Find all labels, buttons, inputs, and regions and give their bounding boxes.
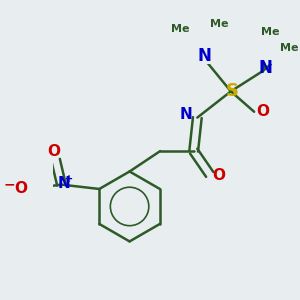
Text: +: + [65,174,74,184]
Text: O: O [14,182,27,196]
Text: Me: Me [171,24,189,34]
Text: O: O [48,144,61,159]
Text: Me: Me [210,19,228,29]
Text: −: − [3,178,15,192]
Text: S: S [226,82,239,100]
Text: N: N [58,176,71,190]
Text: O: O [256,104,269,119]
Text: O: O [212,168,225,183]
Text: Me: Me [280,43,298,52]
Text: N: N [198,47,212,65]
Text: Me: Me [261,27,279,37]
Text: N: N [179,107,192,122]
Text: N: N [259,59,273,77]
